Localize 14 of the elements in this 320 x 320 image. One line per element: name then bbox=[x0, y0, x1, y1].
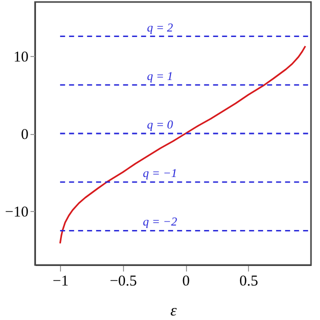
x-axis-title: ε bbox=[170, 302, 178, 320]
x-tick-label: −0.5 bbox=[110, 274, 137, 290]
line-series bbox=[59, 45, 306, 244]
annotation: q = 2 bbox=[146, 20, 174, 34]
x-tick-label: −1 bbox=[52, 274, 69, 290]
annotation: q = −2 bbox=[142, 214, 178, 229]
annotation: q = 1 bbox=[146, 68, 174, 83]
x-tick-label: 0 bbox=[182, 274, 190, 290]
annotation: q = 0 bbox=[146, 118, 174, 132]
y-tick-label: −10 bbox=[5, 204, 28, 220]
y-tick-label: 0 bbox=[21, 127, 28, 143]
annotation: q = −1 bbox=[142, 166, 178, 180]
x-tick-label: 0.5 bbox=[239, 274, 258, 290]
y-tick-label: 10 bbox=[14, 50, 28, 66]
